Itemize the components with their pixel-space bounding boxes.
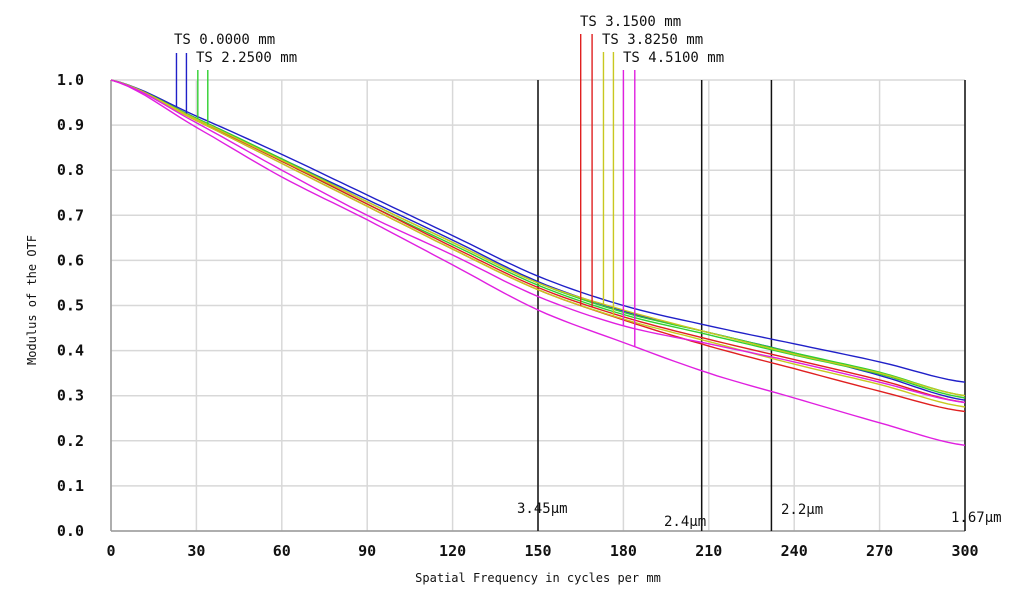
x-tick-label: 180 [610, 542, 637, 560]
nyquist-label: 1.67µm [951, 510, 1002, 526]
y-tick-label: 0.0 [57, 522, 84, 540]
y-tick-label: 0.8 [57, 161, 84, 179]
y-tick-label: 0.4 [57, 342, 84, 360]
x-tick-label: 90 [358, 542, 376, 560]
x-tick-label: 240 [781, 542, 808, 560]
y-tick-label: 1.0 [57, 71, 84, 89]
y-tick-label: 0.9 [57, 116, 84, 134]
y-tick-label: 0.7 [57, 206, 84, 224]
y-tick-label: 0.6 [57, 251, 84, 269]
nyquist-label: 3.45µm [517, 501, 568, 517]
field-label: TS 3.8250 mm [602, 32, 703, 48]
x-tick-label: 30 [187, 542, 205, 560]
mtf-curve-sagittal [110, 79, 966, 446]
mtf-curve-tangential [110, 79, 966, 383]
x-tick-label: 60 [273, 542, 291, 560]
tick-labels: 0 30 60 90 120 150 180 210 240 270 300 0.0 0.1 0.2 0.3… [57, 71, 979, 560]
y-axis-label: Modulus of the OTF [25, 235, 39, 365]
y-tick-label: 0.3 [57, 387, 84, 405]
nyquist-lines: 3.45µm 2.4µm 2.2µm 1.67µm [517, 80, 1002, 531]
y-tick-label: 0.5 [57, 297, 84, 315]
field-markers: TS 0.0000 mm TS 2.2500 mm TS 3.1500 mm TS 3… [174, 14, 724, 347]
x-axis-label: Spatial Frequency in cycles per mm [415, 571, 661, 585]
x-tick-label: 270 [866, 542, 893, 560]
mtf-curve-sagittal [110, 79, 966, 408]
y-tick-label: 0.1 [57, 477, 84, 495]
mtf-curves [110, 79, 966, 446]
mtf-curve-tangential [110, 79, 966, 397]
mtf-curve-tangential [110, 79, 966, 404]
y-tick-label: 0.2 [57, 432, 84, 450]
nyquist-label: 2.2µm [781, 502, 823, 518]
nyquist-label: 2.4µm [664, 514, 706, 530]
x-tick-label: 300 [951, 542, 978, 560]
x-tick-label: 120 [439, 542, 466, 560]
field-label: TS 4.5100 mm [623, 50, 724, 66]
x-tick-label: 0 [106, 542, 115, 560]
field-label: TS 2.2500 mm [196, 50, 297, 66]
field-label: TS 0.0000 mm [174, 32, 275, 48]
field-label: TS 3.1500 mm [580, 14, 681, 30]
x-tick-label: 150 [524, 542, 551, 560]
x-tick-label: 210 [695, 542, 722, 560]
